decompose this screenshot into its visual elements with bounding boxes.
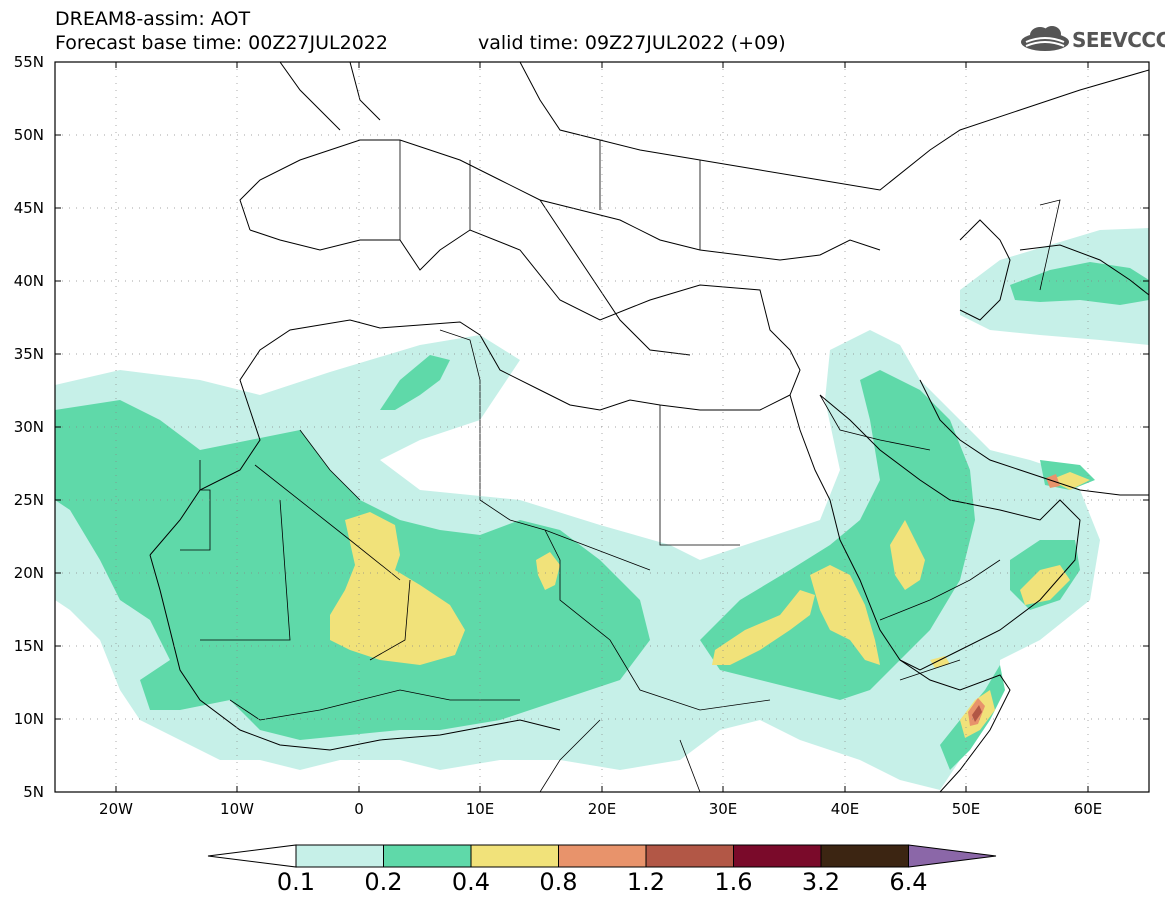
colorbar-label: 1.6 — [714, 868, 753, 896]
lon-label-0: 0 — [354, 800, 364, 818]
colorbar-label: 0.1 — [276, 868, 316, 896]
lon-label-10e: 10E — [465, 800, 495, 818]
colorbar-label: 6.4 — [889, 868, 928, 896]
colorbar-label: 0.2 — [364, 868, 403, 896]
forecast-base-time: Forecast base time: 00Z27JUL2022 — [55, 32, 388, 54]
lon-label-60e: 60E — [1073, 800, 1103, 818]
lon-label-10w: 10W — [220, 800, 254, 818]
colorbar-label: 0.4 — [451, 868, 491, 896]
lon-label-20e: 20E — [587, 800, 617, 818]
lat-label-45n: 45N — [13, 199, 44, 217]
colorbar-label: 1.2 — [626, 868, 666, 896]
lat-label-20n: 20N — [13, 564, 44, 582]
axis-ticks — [55, 61, 1149, 793]
aot-level-1.2 — [972, 705, 982, 722]
colorbar-label: 0.8 — [539, 868, 578, 896]
lon-label-30e: 30E — [708, 800, 738, 818]
logo-text: SEEVCCC — [1072, 28, 1165, 52]
map-title: DREAM8-assim: AOT — [55, 8, 251, 30]
country-borders — [180, 140, 1061, 792]
lat-label-35n: 35N — [13, 345, 44, 363]
valid-time: valid time: 09Z27JUL2022 (+09) — [478, 32, 786, 54]
lat-label-50n: 50N — [13, 126, 44, 144]
lon-label-20w: 20W — [99, 800, 133, 818]
lon-label-40e: 40E — [830, 800, 860, 818]
lat-label-40n: 40N — [13, 272, 44, 290]
coastlines — [149, 62, 1149, 792]
lat-label-15n: 15N — [13, 637, 44, 655]
lat-label-5n: 5N — [23, 783, 44, 801]
lat-label-25n: 25N — [13, 491, 44, 509]
colorbar-label: 3.2 — [801, 868, 841, 896]
lat-label-30n: 30N — [13, 418, 44, 436]
lat-label-55n: 55N — [13, 53, 44, 71]
lon-label-50e: 50E — [951, 800, 981, 818]
lat-label-10n: 10N — [13, 710, 44, 728]
seevccc-logo — [1021, 26, 1069, 51]
graticule — [55, 62, 1149, 792]
